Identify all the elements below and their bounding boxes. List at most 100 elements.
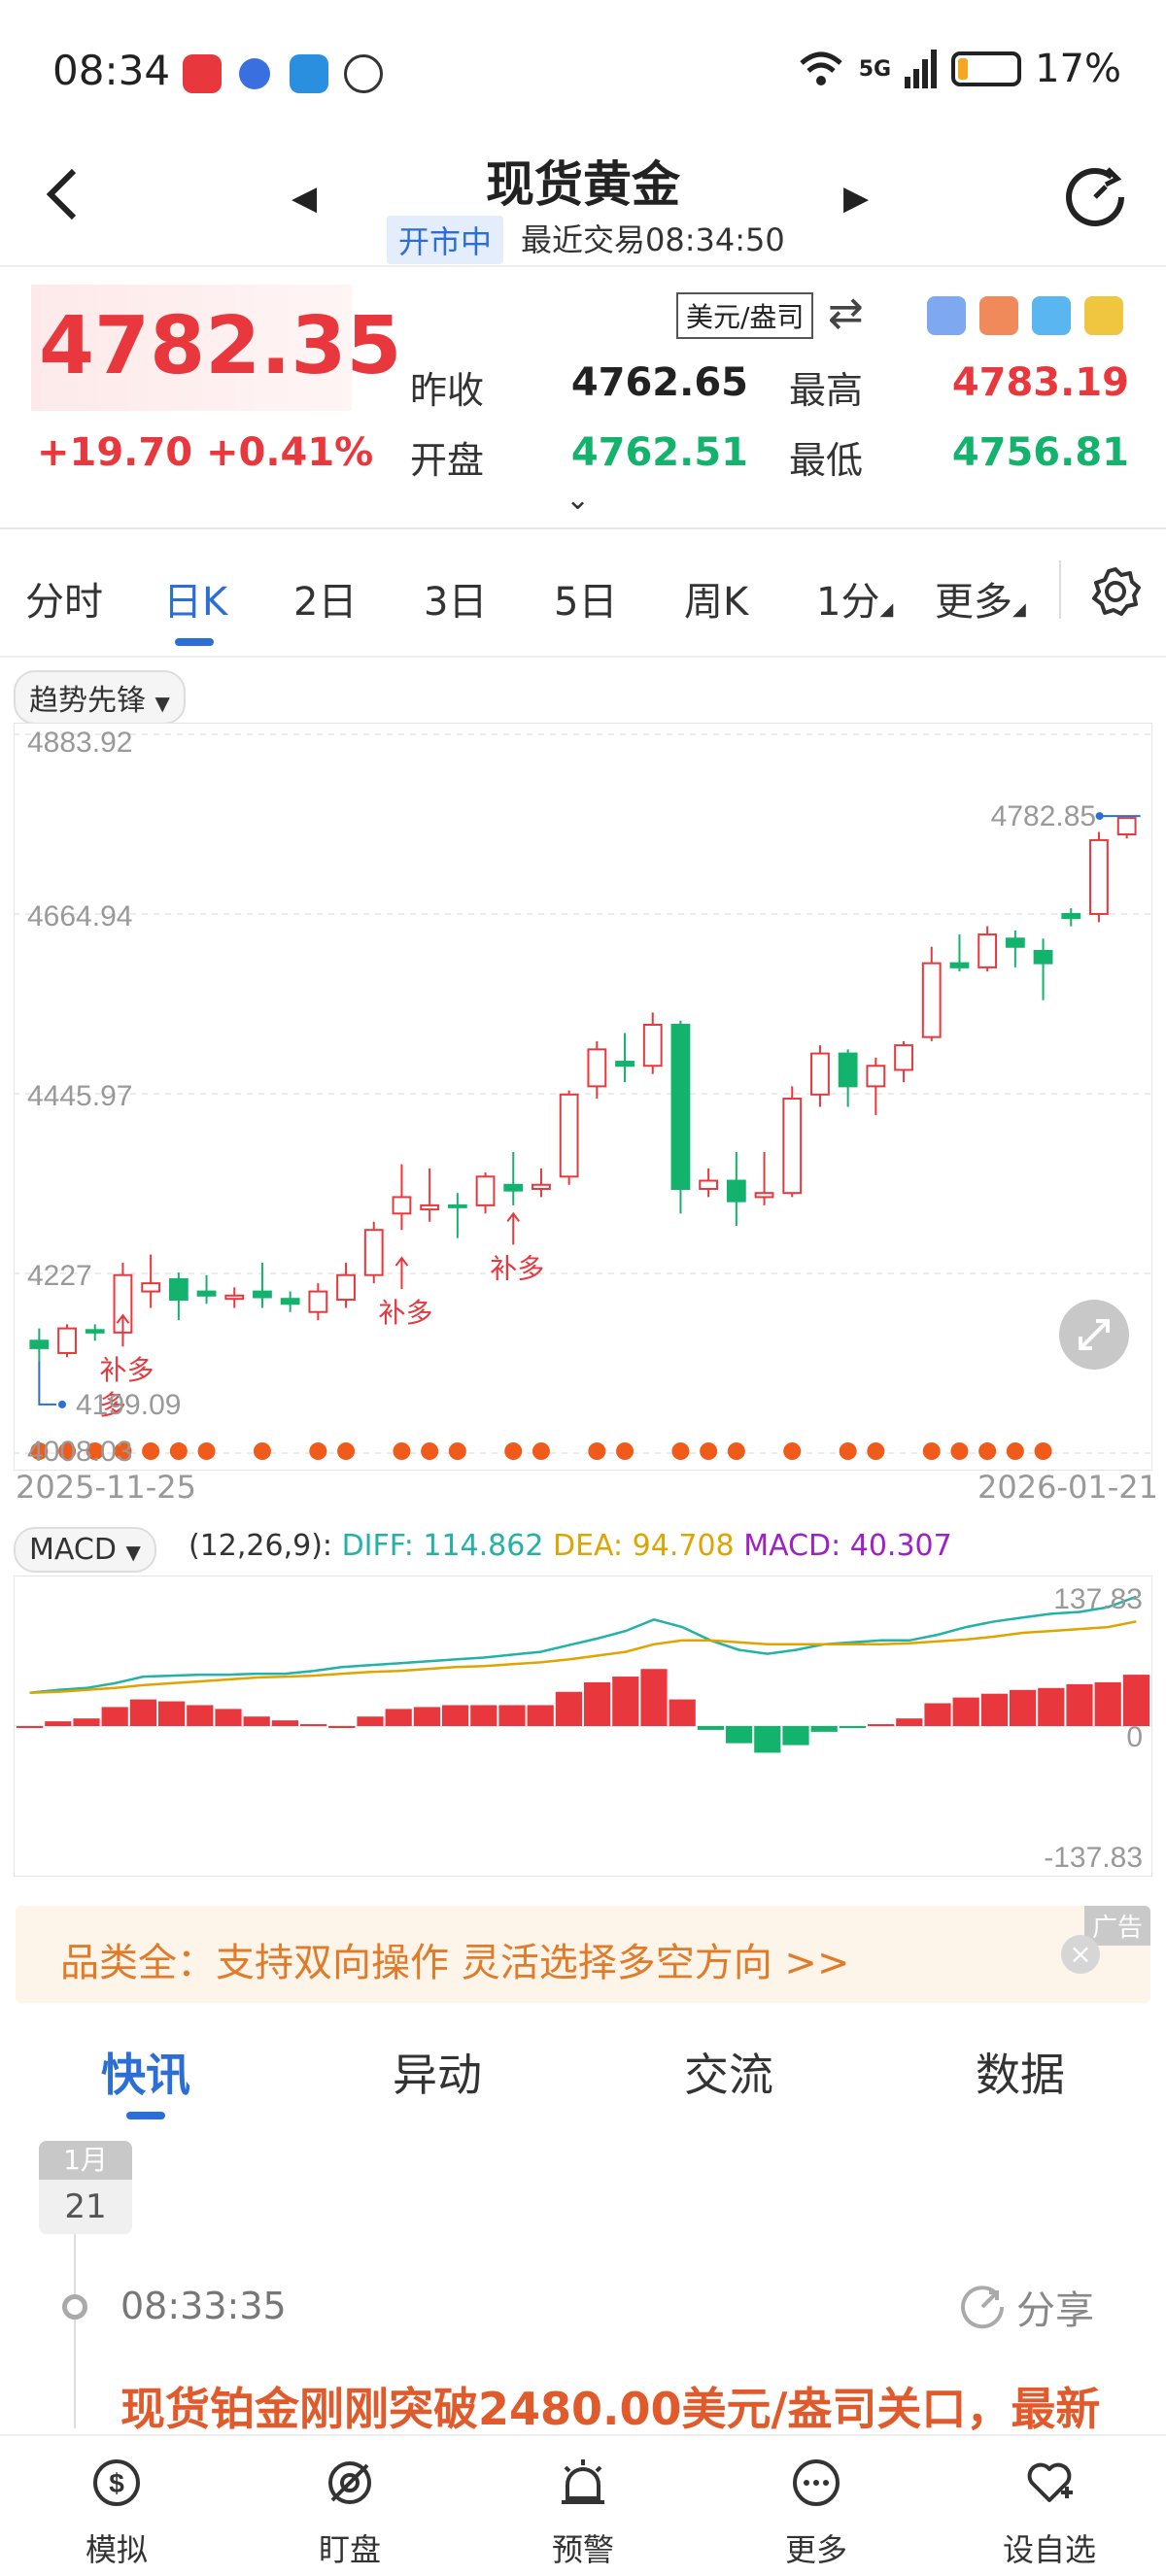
y-tick-label: 4227 — [27, 1260, 92, 1292]
ad-banner[interactable]: 品类全：支持双向操作 灵活选择多空方向 >> 广告 × — [16, 1906, 1150, 2003]
eye-off-icon — [328, 2461, 371, 2504]
last-price-label: 4782.85 — [991, 800, 1096, 832]
diff-value: DIFF: 114.862 — [341, 1529, 544, 1563]
price-change: +19.70 +0.41% — [37, 430, 374, 475]
back-button[interactable] — [43, 165, 91, 233]
tab-weekly-k[interactable]: 周K — [684, 580, 749, 625]
candle-body — [559, 1093, 579, 1178]
signal-dot — [671, 1442, 690, 1460]
candle-body — [475, 1175, 496, 1206]
wifi-icon — [800, 51, 842, 85]
candle-body — [1061, 912, 1081, 920]
macd-bar — [300, 1724, 327, 1727]
triangle-icon: ◢ — [1012, 599, 1026, 620]
tab-2day[interactable]: 2日 — [293, 580, 358, 625]
last-price-dot — [1095, 812, 1104, 821]
low-value: 4756.81 — [951, 430, 1129, 475]
annotation-label: 多 — [99, 1389, 126, 1421]
app-notification-icon — [239, 58, 270, 89]
signal-dot — [950, 1442, 969, 1460]
candle-body — [57, 1327, 77, 1354]
signal-dot — [867, 1442, 885, 1460]
tab-discussion[interactable]: 交流 — [684, 2049, 773, 2101]
percent-tool-icon[interactable] — [927, 296, 966, 335]
macd-select[interactable]: MACD ▼ — [14, 1527, 156, 1573]
nav-add-watchlist[interactable]: 设自选 — [972, 2454, 1127, 2570]
macd-chart[interactable]: 137.83 0 -137.83 — [14, 1576, 1152, 1877]
pie-tool-icon[interactable] — [1032, 296, 1071, 335]
tab-3day[interactable]: 3日 — [424, 580, 488, 625]
macd-bar — [1010, 1689, 1037, 1726]
signal-dot — [978, 1442, 997, 1460]
tab-data[interactable]: 数据 — [976, 2049, 1065, 2101]
tab-movements[interactable]: 异动 — [393, 2049, 482, 2101]
settings-button[interactable] — [1090, 566, 1141, 617]
candle-body — [85, 1329, 105, 1334]
swap-icon[interactable]: ⇄ — [828, 288, 864, 338]
prev-instrument-button[interactable]: ◀ — [292, 179, 318, 218]
candle-body — [253, 1290, 272, 1299]
candle-body — [615, 1061, 634, 1068]
next-instrument-button[interactable]: ▶ — [843, 179, 870, 218]
candle-body — [503, 1183, 524, 1192]
page-title: 现货黄金 — [486, 156, 680, 213]
candle-body — [532, 1183, 551, 1190]
close-icon[interactable]: × — [1061, 1935, 1100, 1974]
diff-line — [29, 1595, 1137, 1694]
signal-dot — [448, 1442, 466, 1460]
vip-tool-icon[interactable] — [1084, 296, 1123, 335]
signal-dot — [532, 1442, 550, 1460]
macd-bar — [1122, 1675, 1149, 1726]
tab-1min[interactable]: 1分◢ — [816, 570, 893, 627]
tab-flash-news[interactable]: 快讯 — [101, 2049, 190, 2101]
refresh-icon — [1066, 167, 1124, 226]
app-notification-icon — [183, 54, 222, 93]
macd-bar — [555, 1691, 582, 1726]
chevron-down-icon[interactable]: ⌄ — [566, 483, 591, 517]
macd-bar — [442, 1705, 469, 1726]
nav-more[interactable]: 更多 — [738, 2454, 894, 2570]
unit-select[interactable]: 美元/盎司 — [676, 292, 814, 339]
share-button[interactable]: 分享 — [958, 2279, 1094, 2335]
signal-dot — [58, 1442, 77, 1460]
macd-bar — [385, 1709, 412, 1726]
nav-label: 预警 — [551, 2531, 614, 2568]
prev-close-value: 4762.65 — [570, 360, 748, 405]
lighthouse-tool-icon[interactable] — [979, 296, 1018, 335]
signal-dot — [169, 1442, 188, 1460]
nav-label: 设自选 — [1002, 2531, 1096, 2568]
nav-watch[interactable]: 盯盘 — [272, 2454, 428, 2570]
nav-label: 更多 — [784, 2531, 847, 2568]
candle-body — [392, 1196, 412, 1215]
signal-icon — [905, 50, 938, 88]
battery-percent: 17% — [1035, 47, 1121, 91]
ad-tag: 广告 — [1083, 1906, 1150, 1946]
candle-body — [587, 1048, 607, 1088]
candle-body — [224, 1294, 245, 1301]
date-badge: 1月 21 — [39, 2141, 132, 2234]
signal-dot — [309, 1442, 327, 1460]
macd-bar — [896, 1718, 923, 1726]
indicator-select[interactable]: 趋势先锋 ▼ — [14, 670, 186, 725]
candle-body — [726, 1179, 746, 1203]
macd-bar — [357, 1716, 384, 1726]
header: ◀ 现货黄金 ▶ 开市中 最近交易08:34:50 — [0, 136, 1166, 267]
tab-intraday[interactable]: 分时 — [25, 580, 103, 625]
y-tick-label: 137.83 — [1053, 1583, 1143, 1615]
macd-bar — [584, 1681, 611, 1726]
nav-alert[interactable]: 预警 — [505, 2454, 661, 2570]
candle-body — [280, 1298, 300, 1305]
macd-bar — [612, 1677, 639, 1726]
buy-arrow — [394, 1256, 409, 1290]
signal-dot — [393, 1442, 411, 1460]
tab-5day[interactable]: 5日 — [554, 580, 618, 625]
macd-value: MACD: 40.307 — [743, 1529, 952, 1563]
nav-simulate[interactable]: $ 模拟 — [39, 2454, 194, 2570]
tab-more[interactable]: 更多◢ — [935, 570, 1026, 627]
refresh-button[interactable] — [1063, 165, 1127, 229]
tab-daily-k[interactable]: 日K — [163, 580, 228, 625]
alarm-icon — [562, 2459, 604, 2504]
news-headline[interactable]: 现货铂金刚刚突破2480.00美元/盎司关口，最新 — [120, 2383, 1101, 2435]
